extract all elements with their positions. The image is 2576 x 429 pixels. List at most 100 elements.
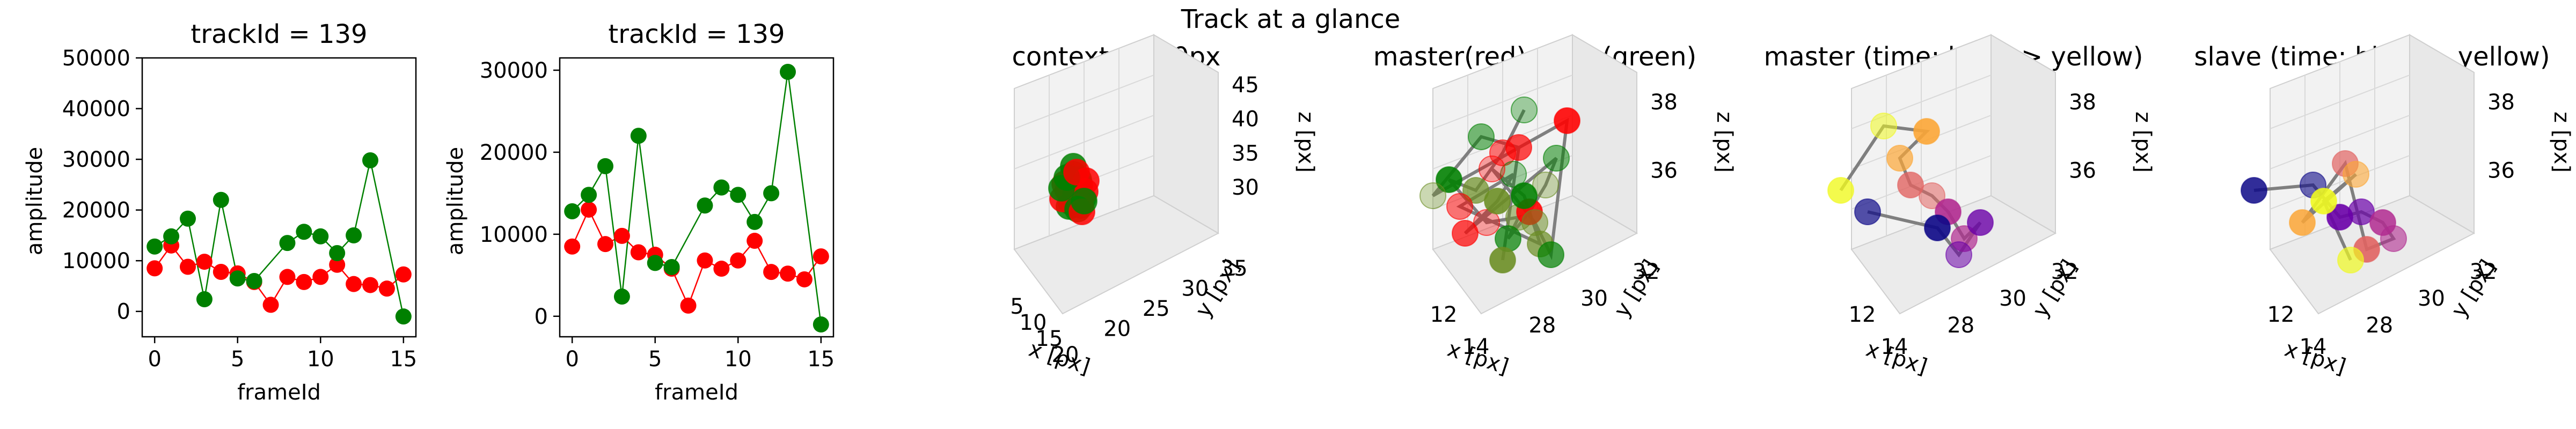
data-point (697, 252, 713, 269)
scatter-point (1543, 145, 1570, 172)
data-point (747, 213, 763, 230)
x-tick-label: 10 (724, 347, 752, 372)
z-tick-label: 38 (2487, 90, 2515, 115)
scatter-point (1468, 123, 1495, 150)
y-tick-label: 28 (1947, 313, 1974, 338)
data-point (730, 187, 747, 203)
scatter-point (1897, 172, 1924, 198)
grid-line (2270, 75, 2410, 129)
y-tick-label: 28 (1528, 313, 1556, 338)
data-point (346, 276, 362, 292)
data-point (581, 187, 597, 203)
data-point (213, 263, 229, 280)
data-point (147, 238, 163, 255)
chart-2-xlabel: frameId (655, 380, 738, 405)
grid-line (2270, 115, 2410, 169)
y-tick-label: 30 (1999, 286, 2026, 311)
floor-pane (1013, 195, 1220, 315)
scatter-point (1500, 161, 1527, 188)
data-point (329, 256, 346, 273)
chart-1-ylabel: amplitude (23, 147, 47, 255)
data-point (147, 260, 163, 277)
data-point (630, 128, 647, 144)
y-tick-label: 30 (1580, 286, 1608, 311)
y-tick-label: 50000 (62, 46, 130, 71)
scatter-point (1924, 214, 1951, 241)
scatter-point (1919, 182, 1945, 209)
scatter-point (1913, 118, 1940, 145)
scatter-point (1452, 220, 1479, 247)
data-point (180, 258, 196, 275)
scatter-point (2380, 225, 2407, 252)
x-tick-label: 14 (2300, 335, 2327, 359)
y-axis-label: y [px] (2028, 255, 2082, 321)
x-tick-label: 12 (1849, 302, 1876, 327)
x-tick-label: 15 (1036, 327, 1063, 351)
data-point (229, 270, 246, 287)
y-tick-label: 32 (2470, 260, 2497, 284)
scatter-point (1521, 209, 1548, 236)
data-point (246, 273, 262, 289)
grid-line (1014, 75, 1154, 129)
grid-line (1432, 75, 1573, 129)
data-point (395, 266, 412, 283)
scatter-point (2343, 161, 2369, 188)
scatter-point (2289, 209, 2316, 236)
z-axis-label: z [px] (2131, 112, 2155, 173)
y-tick-label: 30 (1181, 276, 1209, 301)
scatter-point (1538, 241, 1564, 268)
scatter-point (2337, 247, 2364, 273)
z-tick-label: 38 (1650, 90, 1678, 115)
z-tick-label: 36 (2487, 158, 2515, 183)
data-point (279, 269, 296, 285)
data-point (613, 227, 630, 244)
x-tick-label: 5 (648, 347, 662, 372)
scatter-point (1489, 247, 1516, 273)
scatter-point (1967, 209, 1994, 236)
data-point (680, 297, 697, 314)
y-tick-label: 10000 (480, 223, 548, 247)
scatter-point (1479, 156, 1505, 182)
x-tick-label: 12 (2267, 302, 2295, 327)
data-point (296, 224, 312, 240)
x-tick-label: 15 (807, 347, 835, 372)
chart-1-marks (147, 152, 412, 325)
data-point (296, 273, 312, 290)
track-line (1431, 109, 1569, 261)
y-tick-label: 32 (2051, 260, 2079, 284)
x-tick-label: 15 (390, 347, 417, 372)
amplitude-chart-1: trackId = 139 frameId amplitude 0 5 10 15 0 1… (23, 19, 417, 405)
z-tick-label: 38 (2069, 90, 2096, 115)
scatter-point (2310, 188, 2337, 214)
y-tick-label: 35 (1220, 256, 1248, 281)
x-tick-label: 5 (1010, 294, 1023, 319)
data-point (780, 265, 796, 282)
scatter-point (1505, 134, 1532, 161)
data-point (663, 259, 680, 275)
y-tick-label: 30 (2418, 286, 2445, 311)
chart-1-frame (141, 57, 417, 338)
data-point (813, 316, 829, 333)
data-point (697, 197, 713, 214)
data-point (180, 210, 196, 227)
chart-1-title: trackId = 139 (191, 19, 367, 49)
scatter-point (2241, 177, 2267, 204)
scatter3d-master-slave: master(red) slave(green) 12142830323638x… (1373, 34, 1737, 380)
scatter-point (1484, 188, 1511, 214)
data-point (312, 269, 329, 285)
z-axis-label: z [px] (2549, 112, 2574, 173)
x-tick-label: 14 (1462, 335, 1490, 359)
data-point (630, 244, 647, 261)
y-tick-label: 0 (535, 305, 548, 329)
data-point (395, 308, 412, 325)
data-point (713, 179, 730, 196)
scatter-point (1511, 182, 1538, 209)
scatter-point (1827, 177, 1854, 204)
figure-suptitle: Track at a glance (1181, 4, 1401, 34)
scatter-point (1886, 145, 1913, 172)
y-tick-label: 10000 (62, 249, 130, 273)
x-tick-label: 12 (1430, 302, 1458, 327)
data-point (747, 233, 763, 249)
y-tick-label: 32 (1633, 260, 1660, 284)
